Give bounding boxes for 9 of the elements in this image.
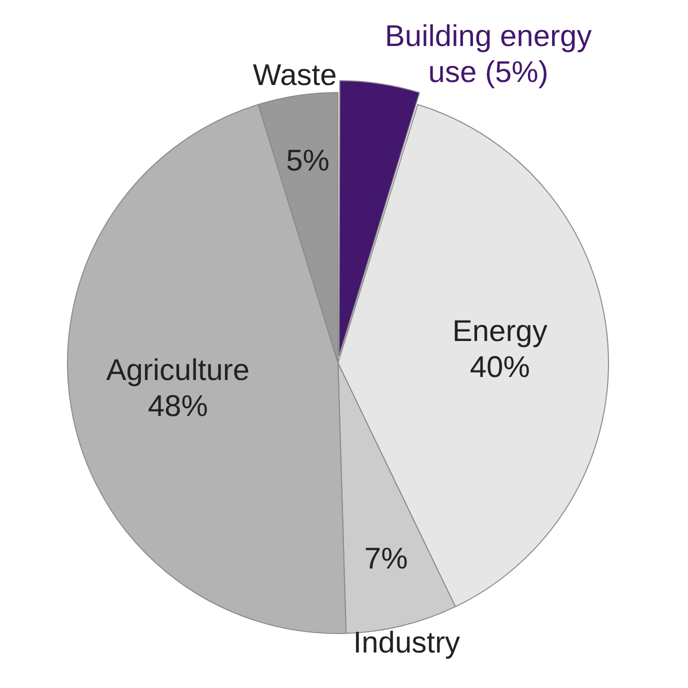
data-label: 40%: [470, 351, 530, 384]
slice-label: Waste: [252, 59, 337, 92]
data-label: 5%: [286, 144, 330, 178]
slice-label: Energy: [452, 315, 548, 348]
slice-label: Building energy use (5%): [384, 20, 592, 89]
slice-label: Industry: [353, 626, 460, 660]
data-label: 48%: [148, 390, 208, 423]
data-label: 7%: [364, 542, 408, 576]
slice-label: Agriculture: [106, 354, 250, 387]
